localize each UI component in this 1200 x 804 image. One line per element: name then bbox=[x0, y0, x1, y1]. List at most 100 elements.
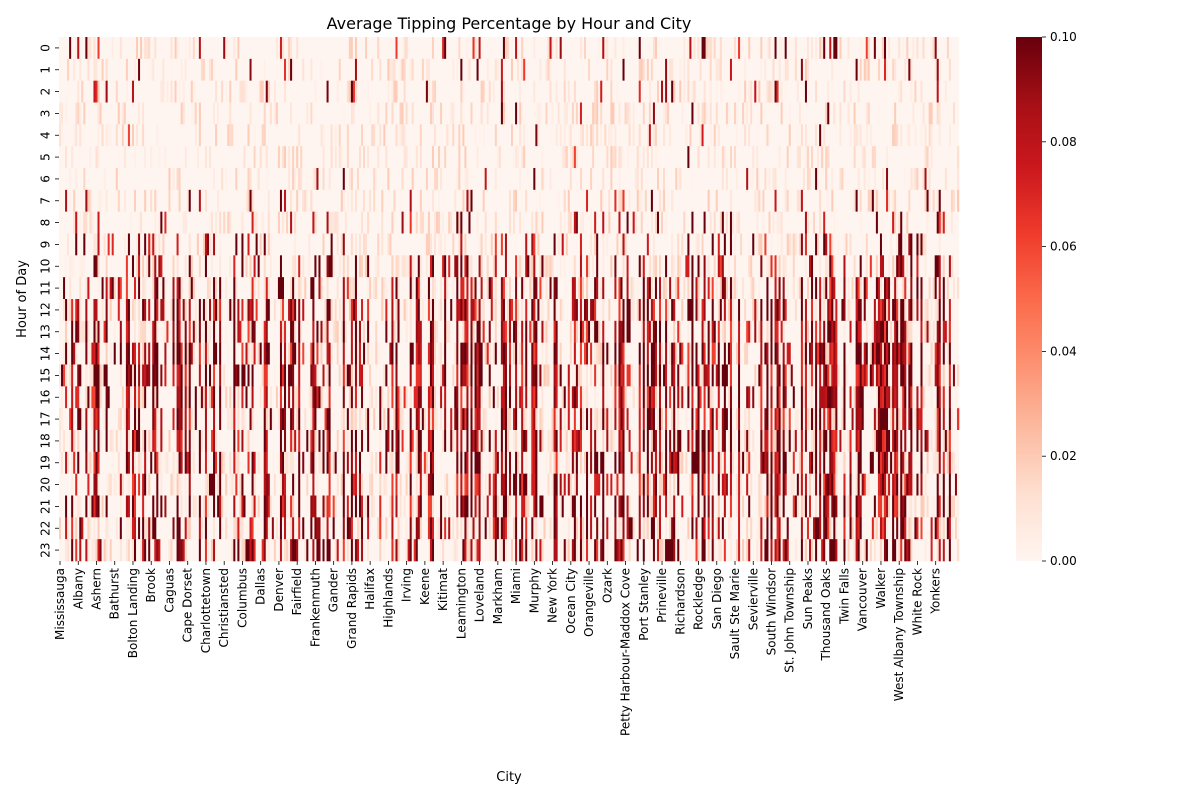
heatmap-cell bbox=[888, 233, 891, 256]
heatmap-cell bbox=[460, 37, 463, 60]
heatmap-cell bbox=[804, 58, 808, 81]
heatmap-cell bbox=[156, 80, 159, 103]
heatmap-cell bbox=[656, 146, 660, 169]
heatmap-cell bbox=[930, 58, 933, 81]
heatmap-cell bbox=[152, 124, 155, 147]
heatmap-cell bbox=[458, 233, 461, 256]
heatmap-cell bbox=[527, 37, 530, 60]
heatmap-cell bbox=[446, 37, 449, 60]
heatmap-cell bbox=[423, 124, 427, 147]
heatmap-cell bbox=[379, 80, 382, 103]
heatmap-cell bbox=[545, 37, 548, 60]
heatmap-cell bbox=[908, 211, 911, 234]
heatmap-cell bbox=[914, 37, 917, 60]
heatmap-cell bbox=[504, 255, 508, 278]
heatmap-cell bbox=[373, 255, 376, 278]
heatmap-cell bbox=[851, 58, 854, 81]
heatmap-cell bbox=[740, 124, 743, 147]
heatmap-cell bbox=[121, 211, 125, 234]
heatmap-cell bbox=[727, 80, 731, 103]
heatmap-cell bbox=[867, 80, 871, 103]
heatmap-cell bbox=[723, 189, 727, 212]
heatmap-cell bbox=[318, 168, 321, 191]
heatmap-cell bbox=[219, 211, 222, 234]
heatmap-cell bbox=[896, 80, 899, 103]
heatmap-cell bbox=[397, 37, 400, 60]
heatmap-cell bbox=[320, 124, 323, 147]
heatmap-cell bbox=[798, 58, 802, 81]
heatmap-cell bbox=[946, 255, 950, 278]
heatmap-cell bbox=[835, 189, 838, 212]
heatmap-cell bbox=[786, 146, 790, 169]
heatmap-cell bbox=[292, 189, 295, 212]
heatmap-cell bbox=[456, 37, 459, 60]
heatmap-cell bbox=[656, 211, 660, 234]
heatmap-cell bbox=[198, 58, 202, 81]
heatmap-cell bbox=[373, 58, 376, 81]
heatmap-cell bbox=[869, 37, 873, 60]
heatmap-cell bbox=[956, 168, 960, 191]
heatmap-cell bbox=[490, 168, 494, 191]
heatmap-cell bbox=[806, 102, 810, 125]
heatmap-cell bbox=[667, 102, 670, 125]
heatmap-cell bbox=[831, 168, 834, 191]
heatmap-cell bbox=[383, 255, 386, 278]
heatmap-cell bbox=[922, 233, 925, 256]
heatmap-cell bbox=[719, 168, 723, 191]
heatmap-cell bbox=[920, 189, 923, 212]
heatmap-cell bbox=[342, 37, 346, 60]
heatmap-cell bbox=[740, 168, 743, 191]
heatmap-cell bbox=[740, 80, 743, 103]
heatmap-cell bbox=[794, 233, 798, 256]
heatmap-cell bbox=[306, 102, 309, 125]
heatmap-cell bbox=[577, 102, 581, 125]
heatmap-cell bbox=[223, 124, 226, 147]
heatmap-cell bbox=[752, 102, 755, 125]
heatmap-cell bbox=[310, 211, 313, 234]
heatmap-cell bbox=[804, 255, 808, 278]
heatmap-cell bbox=[579, 58, 583, 81]
heatmap-cell bbox=[900, 168, 903, 191]
heatmap-cell bbox=[667, 189, 670, 212]
heatmap-cell bbox=[608, 255, 611, 278]
heatmap-cell bbox=[344, 37, 348, 60]
heatmap-cell bbox=[229, 80, 232, 103]
heatmap-cell bbox=[673, 189, 676, 212]
heatmap-cell bbox=[610, 80, 613, 103]
heatmap-cell bbox=[59, 37, 62, 60]
heatmap-cell bbox=[847, 211, 850, 234]
heatmap-cell bbox=[833, 233, 836, 256]
heatmap-cell bbox=[841, 255, 844, 278]
heatmap-cell bbox=[721, 37, 725, 60]
heatmap-cell bbox=[186, 80, 190, 103]
heatmap-cell bbox=[140, 102, 143, 125]
heatmap-cell bbox=[693, 233, 696, 256]
heatmap-cell bbox=[221, 102, 224, 125]
heatmap-cell bbox=[768, 233, 771, 256]
heatmap-cell bbox=[784, 168, 788, 191]
heatmap-cell bbox=[861, 233, 865, 256]
heatmap-cell bbox=[888, 211, 891, 234]
heatmap-cell bbox=[217, 102, 220, 125]
heatmap-cell bbox=[535, 124, 538, 147]
heatmap-cell bbox=[176, 146, 179, 169]
heatmap-cell bbox=[831, 37, 834, 60]
heatmap-cell bbox=[429, 58, 433, 81]
heatmap-cell bbox=[758, 146, 761, 169]
heatmap-cell bbox=[760, 211, 763, 234]
heatmap-cell bbox=[873, 146, 877, 169]
heatmap-cell bbox=[107, 277, 110, 300]
heatmap-cell bbox=[215, 168, 218, 191]
heatmap-cell bbox=[944, 58, 948, 81]
heatmap-cell bbox=[806, 80, 810, 103]
heatmap-cell bbox=[379, 58, 382, 81]
heatmap-cell bbox=[811, 102, 814, 125]
heatmap-cell bbox=[65, 189, 68, 212]
heatmap-cell bbox=[780, 37, 783, 60]
heatmap-cell bbox=[920, 37, 923, 60]
heatmap-cell bbox=[442, 233, 445, 256]
heatmap-cell bbox=[367, 189, 370, 212]
heatmap-cell bbox=[221, 211, 224, 234]
heatmap-cell bbox=[780, 58, 783, 81]
heatmap-cell bbox=[709, 146, 713, 169]
